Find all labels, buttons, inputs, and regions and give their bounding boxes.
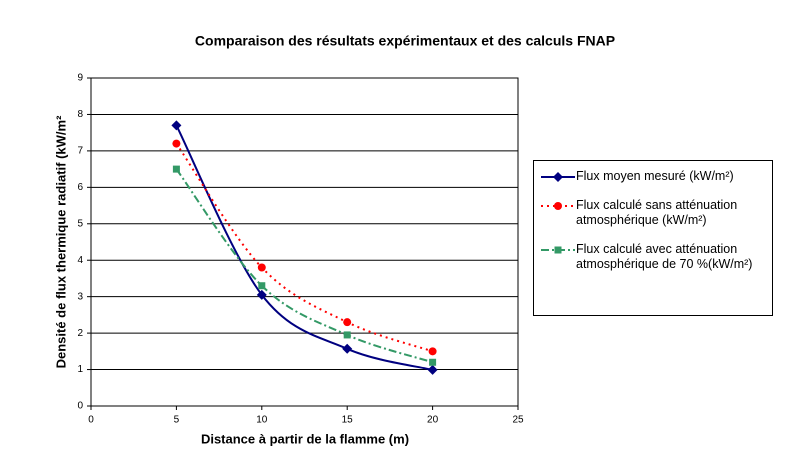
legend: Flux moyen mesuré (kW/m²) Flux calculé sa…: [533, 160, 773, 316]
marker: [172, 165, 180, 173]
x-tick-label: 20: [427, 415, 439, 426]
y-tick-label: 1: [77, 364, 83, 375]
y-tick-label: 2: [77, 328, 83, 339]
marker: [343, 318, 352, 327]
y-tick-label: 5: [77, 218, 83, 229]
legend-swatch: [541, 202, 575, 210]
marker: [171, 120, 182, 131]
legend-label: Flux calculé sans atténuation atmosphéri…: [576, 198, 738, 227]
legend-entry: Flux moyen mesuré (kW/m²): [540, 169, 766, 184]
marker: [343, 331, 351, 339]
x-axis-label: Distance à partir de la flamme (m): [201, 431, 409, 446]
y-tick-label: 4: [77, 255, 83, 266]
legend-label: Flux moyen mesuré (kW/m²): [576, 169, 734, 183]
y-tick-label: 9: [77, 73, 83, 84]
x-tick-label: 10: [256, 415, 268, 426]
x-tick-label: 0: [88, 415, 94, 426]
marker: [554, 246, 562, 254]
legend-entry: Flux calculé sans atténuation atmosphéri…: [540, 198, 766, 228]
marker: [342, 343, 353, 354]
marker: [258, 282, 266, 290]
y-tick-label: 8: [77, 109, 83, 120]
plot-border: [90, 77, 519, 407]
legend-swatch: [541, 246, 575, 254]
marker: [427, 364, 438, 375]
y-tick-label: 3: [77, 291, 83, 302]
marker: [256, 289, 267, 300]
x-tick-label: 15: [342, 415, 354, 426]
legend-swatch: [541, 172, 575, 182]
marker: [429, 358, 437, 366]
x-tick-label: 25: [512, 415, 524, 426]
marker: [172, 139, 181, 148]
series-line: [175, 143, 433, 353]
series-line: [175, 168, 433, 364]
marker: [428, 347, 437, 356]
y-tick-label: 0: [77, 401, 83, 412]
legend-entry: Flux calculé avec atténuation atmosphéri…: [540, 242, 766, 272]
y-tick-label: 7: [77, 146, 83, 157]
marker: [257, 263, 266, 272]
y-axis-label: Densité de flux thermique radiatif (kW/m…: [53, 115, 68, 368]
x-tick-label: 5: [174, 415, 180, 426]
marker: [554, 202, 562, 210]
chart-title: Comparaison des résultats expérimentaux …: [195, 33, 615, 49]
y-tick-label: 6: [77, 182, 83, 193]
marker: [553, 172, 563, 182]
legend-label: Flux calculé avec atténuation atmosphéri…: [576, 242, 753, 271]
